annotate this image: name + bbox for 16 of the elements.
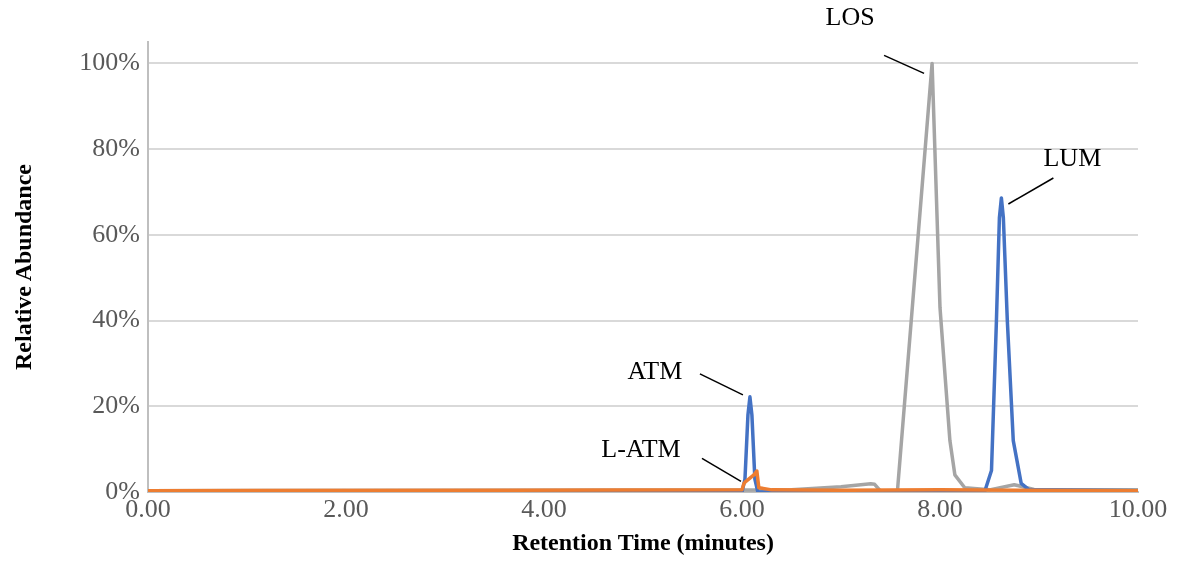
annotation: L-ATM (601, 434, 681, 464)
y-tick-label: 20% (92, 390, 140, 420)
y-tick-label: 100% (79, 47, 140, 77)
annotation: LOS (825, 2, 875, 32)
x-tick-label: 2.00 (323, 494, 369, 524)
y-tick-label: 60% (92, 218, 140, 248)
x-tick-label: 8.00 (917, 494, 963, 524)
y-tick-label: 80% (92, 132, 140, 162)
annotation: LUM (1043, 142, 1102, 172)
y-tick-label: 40% (92, 304, 140, 334)
x-tick-label: 6.00 (719, 494, 765, 524)
y-axis-title: Relative Abundance (9, 163, 36, 371)
x-tick-label: 4.00 (521, 494, 567, 524)
annotation: ATM (627, 355, 683, 385)
x-tick-label: 10.00 (1108, 494, 1168, 524)
x-axis-title: Retention Time (minutes) (512, 528, 774, 555)
